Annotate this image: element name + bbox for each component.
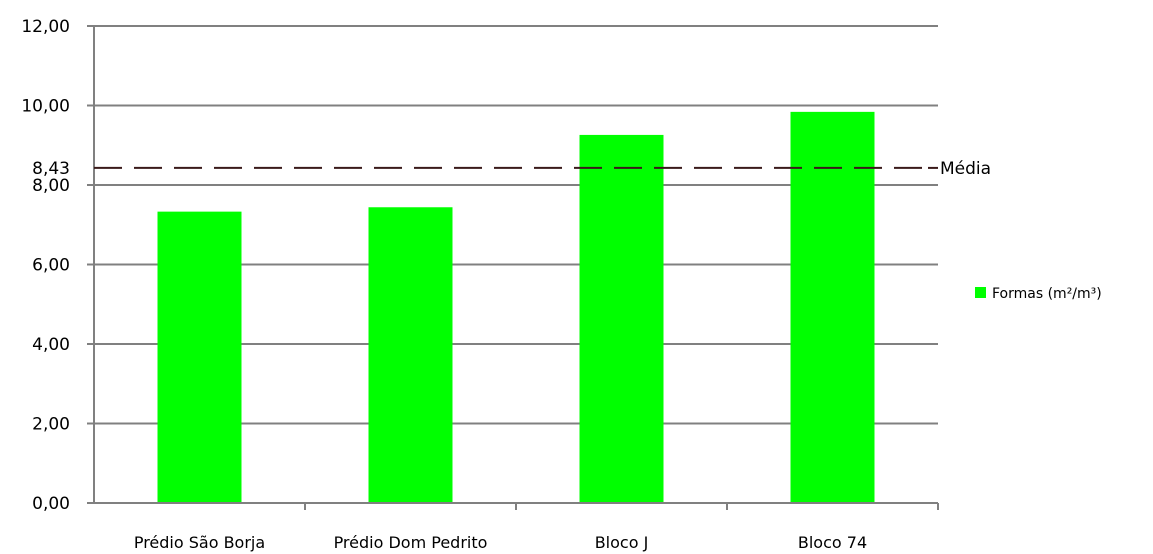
y-tick-label: 12,00: [21, 17, 70, 37]
x-tick-label: Bloco J: [595, 533, 649, 552]
bar: [157, 211, 242, 503]
bar: [790, 111, 875, 504]
y-tick-label: 6,00: [32, 256, 70, 276]
legend-swatch: [975, 287, 986, 298]
bars: [157, 111, 875, 504]
y-tick-label: 10,00: [21, 97, 70, 117]
average-value-label: 8,43: [32, 159, 70, 179]
average-line-label: Média: [940, 159, 991, 179]
bar: [368, 207, 453, 503]
y-tick-label: 2,00: [32, 415, 70, 435]
x-tick-label: Prédio Dom Pedrito: [334, 533, 488, 552]
axes: [93, 26, 939, 510]
y-tick-labels: 0,00 2,00 4,00 6,00 8,00 10,00 12,00: [21, 17, 70, 514]
legend-label: Formas (m²/m³): [992, 286, 1102, 302]
x-tick-label: Prédio São Borja: [134, 533, 265, 552]
bar: [579, 134, 664, 504]
x-tick-labels: Prédio São Borja Prédio Dom Pedrito Bloco …: [134, 533, 867, 552]
y-tick-label: 4,00: [32, 335, 70, 355]
x-tick-label: Bloco 74: [798, 533, 867, 552]
y-tick-label: 8,00: [32, 176, 70, 196]
average-line: 8,43 Média: [32, 159, 991, 179]
legend: Formas (m²/m³): [975, 286, 1102, 302]
y-tick-label: 0,00: [32, 494, 70, 514]
